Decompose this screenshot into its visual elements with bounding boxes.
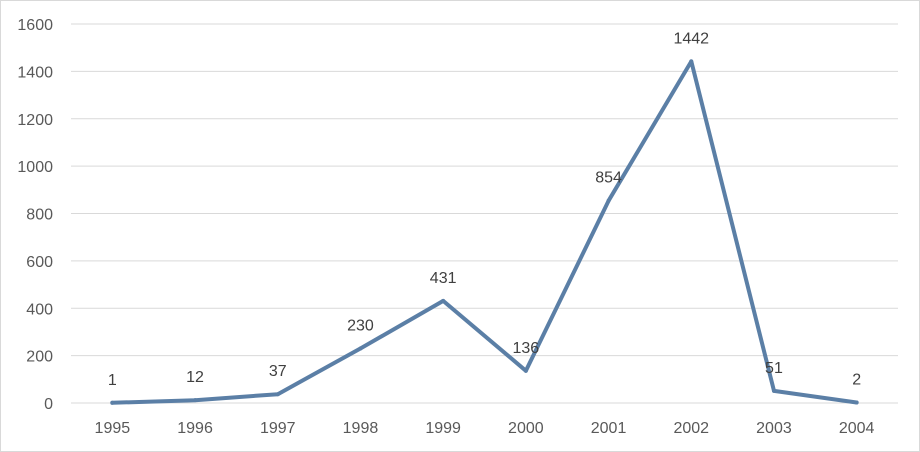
y-tick-label: 600 — [26, 254, 53, 271]
x-tick-label: 2001 — [591, 420, 627, 437]
x-tick-label: 1999 — [425, 420, 461, 437]
data-label: 431 — [430, 270, 457, 287]
data-point — [771, 388, 776, 393]
x-tick-label: 1995 — [95, 420, 131, 437]
data-point — [193, 398, 198, 403]
y-tick-label: 1600 — [17, 17, 53, 34]
data-label: 230 — [347, 318, 374, 335]
data-label: 12 — [186, 369, 204, 386]
y-tick-label: 200 — [26, 349, 53, 366]
x-tick-label: 2003 — [756, 420, 792, 437]
data-label: 1 — [108, 372, 117, 389]
x-tick-label: 1996 — [177, 420, 213, 437]
data-label: 37 — [269, 363, 287, 380]
x-tick-label: 2000 — [508, 420, 544, 437]
data-point — [275, 392, 280, 397]
x-tick-label: 2004 — [839, 420, 875, 437]
data-label: 2 — [852, 372, 861, 389]
data-labels: 1 12 37 230 431 136 854 1442 51 2 — [108, 30, 861, 388]
x-tick-label: 1998 — [343, 420, 379, 437]
data-label: 1442 — [673, 30, 709, 47]
data-point — [689, 59, 694, 64]
data-label: 136 — [512, 340, 539, 357]
series-layer — [110, 59, 859, 405]
y-tick-label: 400 — [26, 301, 53, 318]
data-point — [606, 198, 611, 203]
data-label: 51 — [765, 360, 783, 377]
y-tick-label: 1000 — [17, 159, 53, 176]
x-tick-label: 1997 — [260, 420, 296, 437]
data-point — [854, 400, 859, 405]
data-point — [358, 346, 363, 351]
data-point — [523, 368, 528, 373]
x-axis-tick-labels: 1995 1996 1997 1998 1999 2000 2001 2002 2003 2004 — [95, 420, 875, 437]
y-tick-label: 1400 — [17, 64, 53, 81]
y-axis-tick-labels: 0 200 400 600 800 1000 1200 1400 1600 — [17, 17, 53, 413]
data-point — [110, 400, 115, 405]
y-tick-label: 1200 — [17, 112, 53, 129]
y-tick-label: 800 — [26, 207, 53, 224]
gridlines — [71, 23, 898, 404]
data-point — [441, 298, 446, 303]
x-tick-label: 2002 — [673, 420, 709, 437]
y-tick-label: 0 — [44, 396, 53, 413]
data-label: 854 — [595, 170, 622, 187]
series-line — [110, 59, 859, 405]
